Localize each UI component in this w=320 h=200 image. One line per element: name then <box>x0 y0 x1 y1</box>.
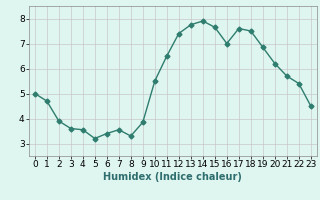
X-axis label: Humidex (Indice chaleur): Humidex (Indice chaleur) <box>103 172 242 182</box>
